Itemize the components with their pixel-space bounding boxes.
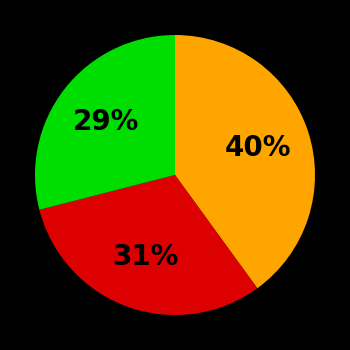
Wedge shape	[35, 35, 175, 210]
Wedge shape	[175, 35, 315, 288]
Text: 40%: 40%	[224, 134, 291, 162]
Wedge shape	[40, 175, 257, 315]
Text: 31%: 31%	[112, 243, 179, 271]
Text: 29%: 29%	[73, 108, 140, 136]
